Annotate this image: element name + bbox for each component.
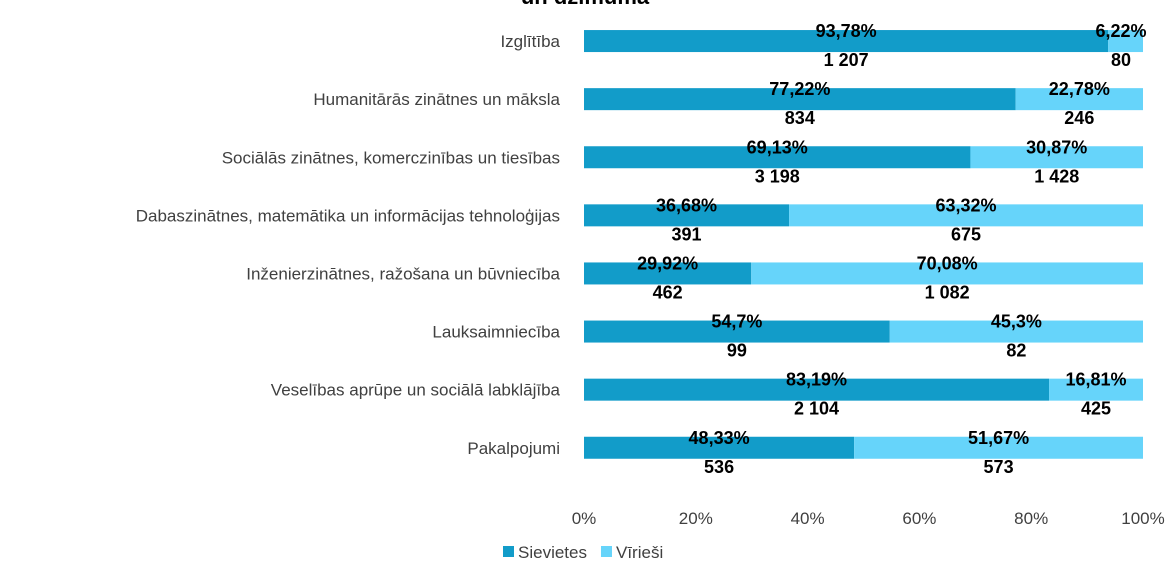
value-label: 30,87%	[1026, 137, 1087, 157]
count-label: 3 198	[755, 166, 800, 186]
value-label: 29,92%	[637, 253, 698, 273]
bar-segment	[1015, 88, 1143, 111]
y-tick-label: Pakalpojumi	[467, 439, 560, 458]
count-label: 834	[785, 108, 815, 128]
x-tick-label: 40%	[791, 509, 825, 528]
x-tick-label: 20%	[679, 509, 713, 528]
legend-swatch	[503, 546, 514, 557]
y-tick-label: Veselības aprūpe un sociālā labklājība	[271, 381, 561, 400]
count-label: 573	[984, 457, 1014, 477]
chart-title: un dzimuma	[521, 0, 650, 9]
bar-segment	[751, 262, 1143, 285]
value-label: 93,78%	[816, 21, 877, 41]
count-label: 80	[1111, 50, 1131, 70]
value-label: 54,7%	[711, 312, 762, 332]
bar-segment	[584, 88, 1016, 111]
value-label: 77,22%	[769, 79, 830, 99]
legend-label: Sievietes	[518, 543, 587, 561]
bar-segment	[584, 204, 790, 227]
y-tick-label: Humanitārās zinātnes un māksla	[313, 90, 560, 109]
count-label: 82	[1006, 341, 1026, 361]
count-label: 462	[653, 282, 683, 302]
x-tick-label: 60%	[902, 509, 936, 528]
value-label: 22,78%	[1049, 79, 1110, 99]
y-tick-label: Sociālās zinātnes, komerczinības un ties…	[222, 148, 560, 167]
bar-segment	[854, 436, 1143, 459]
value-label: 6,22%	[1095, 21, 1146, 41]
bar-segment	[584, 30, 1109, 53]
count-label: 99	[727, 341, 747, 361]
bar-segment	[584, 146, 971, 169]
bar-segment	[584, 436, 855, 459]
y-tick-label: Inženierzinātnes, ražošana un būvniecība	[246, 264, 560, 283]
value-label: 63,32%	[935, 195, 996, 215]
count-label: 1 207	[824, 50, 869, 70]
bar-segment	[889, 320, 1143, 343]
x-tick-label: 100%	[1121, 509, 1164, 528]
bar-segment	[970, 146, 1143, 169]
x-tick-label: 0%	[572, 509, 597, 528]
value-label: 69,13%	[747, 137, 808, 157]
value-label: 70,08%	[917, 253, 978, 273]
count-label: 536	[704, 457, 734, 477]
count-label: 2 104	[794, 399, 839, 419]
count-label: 1 082	[925, 282, 970, 302]
y-tick-label: Lauksaimniecība	[432, 323, 560, 342]
legend-swatch	[600, 546, 612, 557]
value-label: 45,3%	[991, 312, 1042, 332]
bar-segment	[789, 204, 1143, 227]
count-label: 391	[671, 224, 701, 244]
count-label: 675	[951, 224, 981, 244]
value-label: 48,33%	[689, 428, 750, 448]
bar-segment	[1049, 378, 1143, 401]
bar-segment	[584, 378, 1050, 401]
value-label: 83,19%	[786, 370, 847, 390]
x-tick-label: 80%	[1014, 509, 1048, 528]
value-label: 16,81%	[1065, 370, 1126, 390]
bar-segment	[1108, 30, 1143, 53]
legend-label: Vīrieši	[616, 543, 663, 561]
y-tick-label: Izglītība	[500, 32, 560, 51]
count-label: 246	[1064, 108, 1094, 128]
count-label: 1 428	[1034, 166, 1079, 186]
y-tick-label: Dabaszinātnes, matemātika un informācija…	[136, 206, 560, 225]
value-label: 51,67%	[968, 428, 1029, 448]
count-label: 425	[1081, 399, 1111, 419]
value-label: 36,68%	[656, 195, 717, 215]
bar-segment	[584, 320, 890, 343]
bar-segment	[584, 262, 752, 285]
